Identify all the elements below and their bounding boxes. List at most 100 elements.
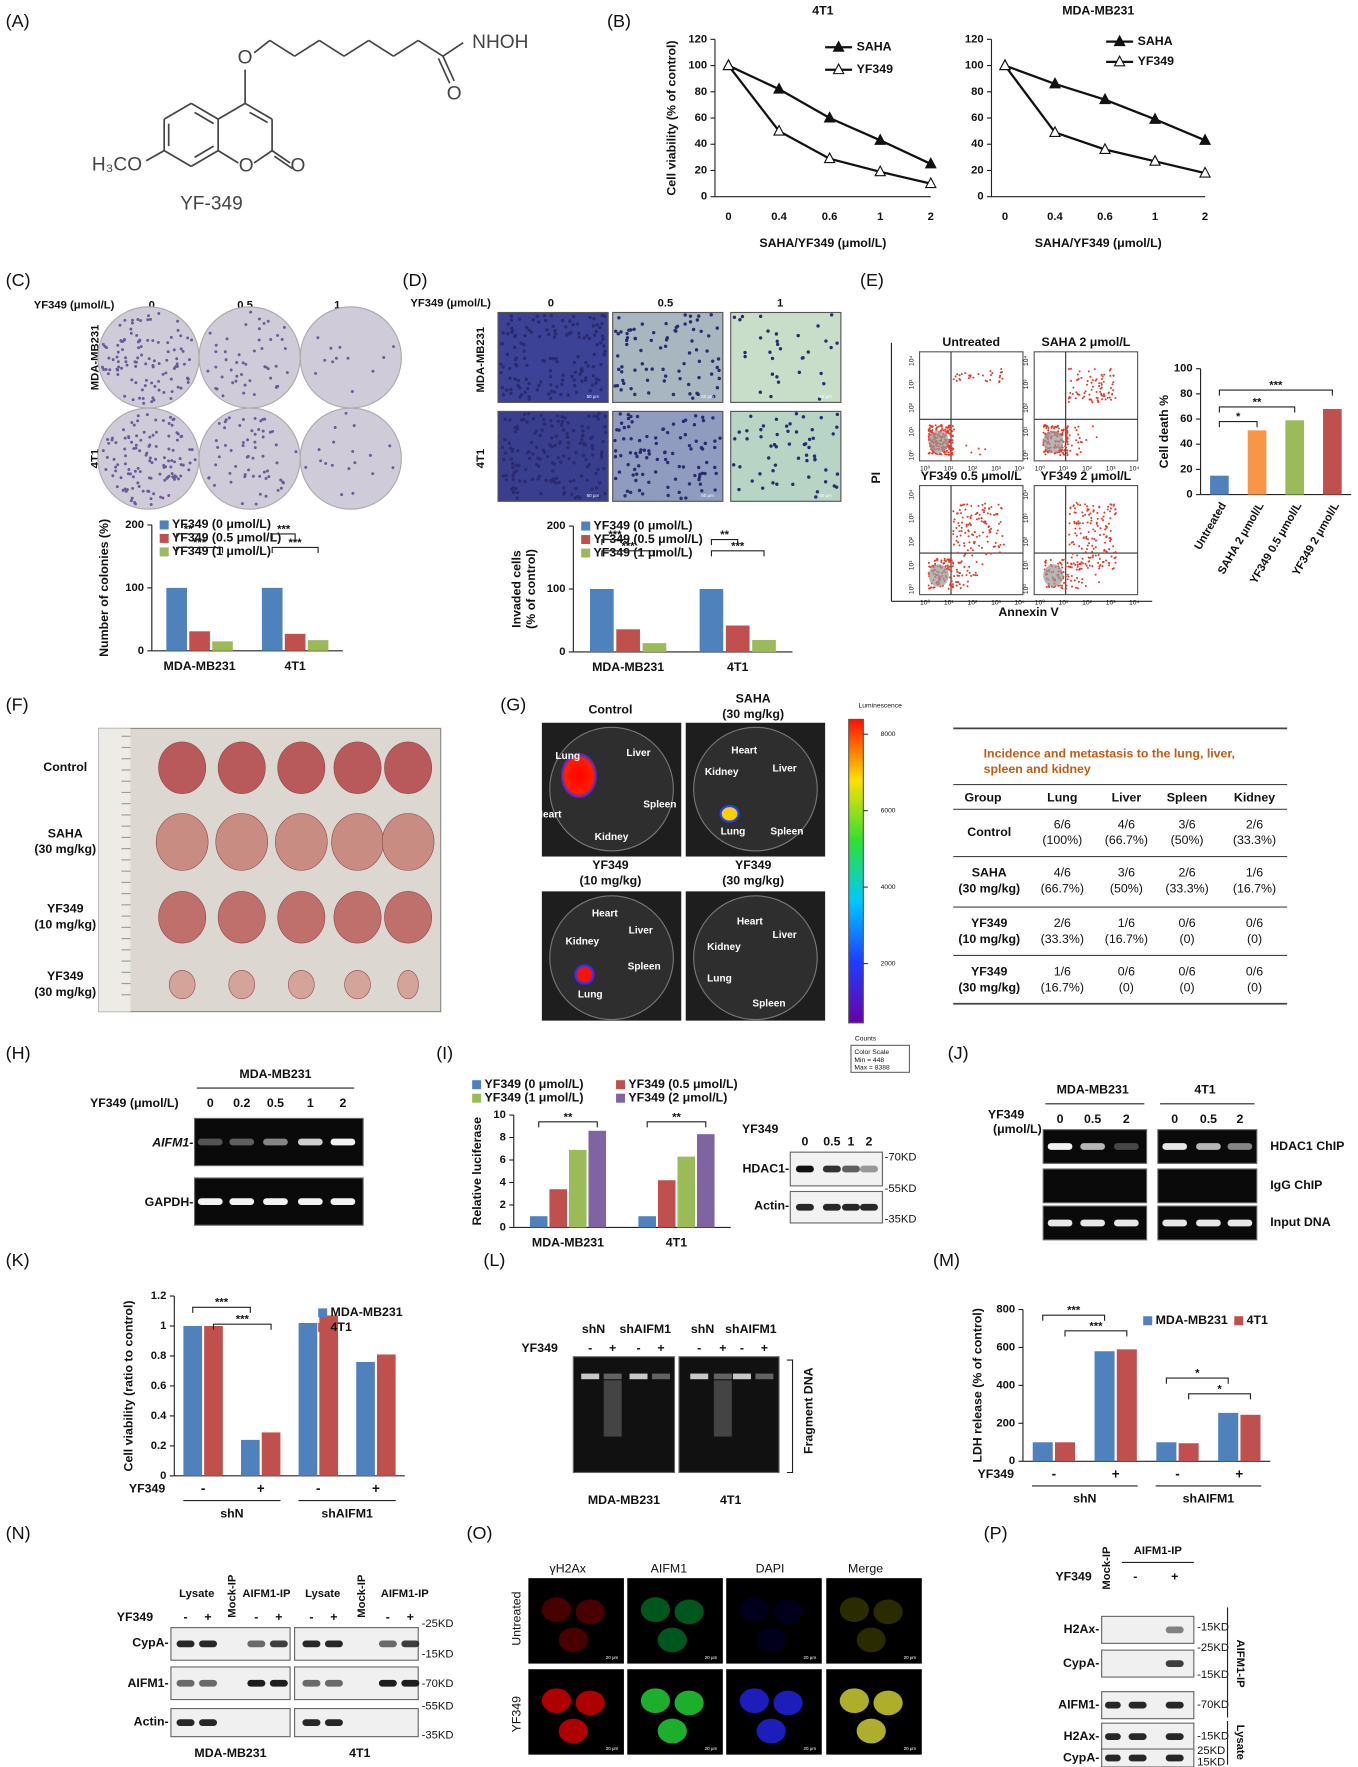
event [1098,581,1101,584]
event [1094,573,1097,576]
cell [513,429,518,434]
event [1064,581,1067,584]
bar [307,640,329,651]
label: -25KD [422,1618,454,1630]
label: 10¹ [1059,599,1069,606]
event [1056,425,1059,428]
event [1112,374,1115,377]
cell [814,495,818,499]
colony [116,368,120,372]
cell [638,450,642,455]
colony [245,455,249,459]
band [302,1640,321,1648]
legend-label: YF349 (2 μmol/L) [628,1090,727,1104]
cell [615,428,619,432]
cell [538,380,543,384]
event [1110,555,1113,558]
cell [594,329,598,334]
event [950,449,953,452]
event [1067,400,1070,403]
bar [588,1130,607,1228]
colony [269,338,273,341]
cell [600,322,604,326]
event [927,452,930,455]
cell [554,356,558,361]
legend-swatch [159,520,169,530]
colony [247,468,251,472]
band [1165,1733,1184,1741]
event [996,513,999,516]
event [1076,373,1079,376]
event [1098,382,1101,385]
label: -15KD [1197,1731,1229,1743]
significance-label: *** [622,540,636,552]
event [1076,565,1079,568]
cell [640,362,645,366]
label: Lung [578,989,603,1000]
event [1100,383,1103,386]
cell [688,320,693,324]
significance-bracket [1218,420,1258,428]
event [1094,539,1098,542]
cell [791,482,795,487]
event [1074,527,1077,530]
cell [644,367,649,371]
cell [633,368,637,372]
panel-label: (I) [436,1043,453,1063]
event [1093,538,1096,541]
colony [229,368,233,372]
label: 0.5 [1200,1112,1217,1126]
cell [554,476,559,481]
colony [133,469,137,473]
event [1076,576,1079,579]
cell [585,478,589,482]
cell [549,383,553,387]
cell [580,424,584,428]
event [1068,522,1071,525]
event [956,581,959,584]
cell [553,443,557,448]
label: 50 μm [701,493,714,498]
label: (10 mg/kg) [580,874,642,888]
cell [527,328,531,332]
cell [703,441,707,446]
label: Control [588,703,632,717]
event [977,517,980,520]
event [992,545,995,548]
event [951,425,954,428]
label: Liver [773,764,797,775]
colony [157,379,161,383]
event [1078,447,1081,450]
event [930,430,933,433]
cell [547,392,551,396]
label: 8000 [881,731,896,738]
band [1165,1701,1184,1709]
colony [346,356,350,360]
colony [234,464,238,468]
cell [666,460,670,465]
cell [674,1690,704,1716]
colony [330,463,334,467]
event [960,512,963,515]
tumor [384,891,432,944]
cell [630,420,634,424]
bar [1240,1414,1261,1462]
event [1090,399,1093,402]
cell [619,421,624,425]
label: (30 mg/kg) [958,881,1020,895]
cell [540,428,544,432]
colony [104,468,108,471]
label: 0.5 [267,1096,284,1110]
cell [663,374,668,378]
event [1067,565,1070,568]
cell [713,445,717,450]
label: Spleen [643,799,676,810]
label: Kidney [1234,790,1275,804]
colony-plate [198,407,301,510]
colony [150,400,154,404]
cell [565,435,570,439]
event [1093,368,1096,371]
cell [499,371,503,375]
event [1079,504,1082,507]
label: Lysate [1234,1725,1246,1760]
